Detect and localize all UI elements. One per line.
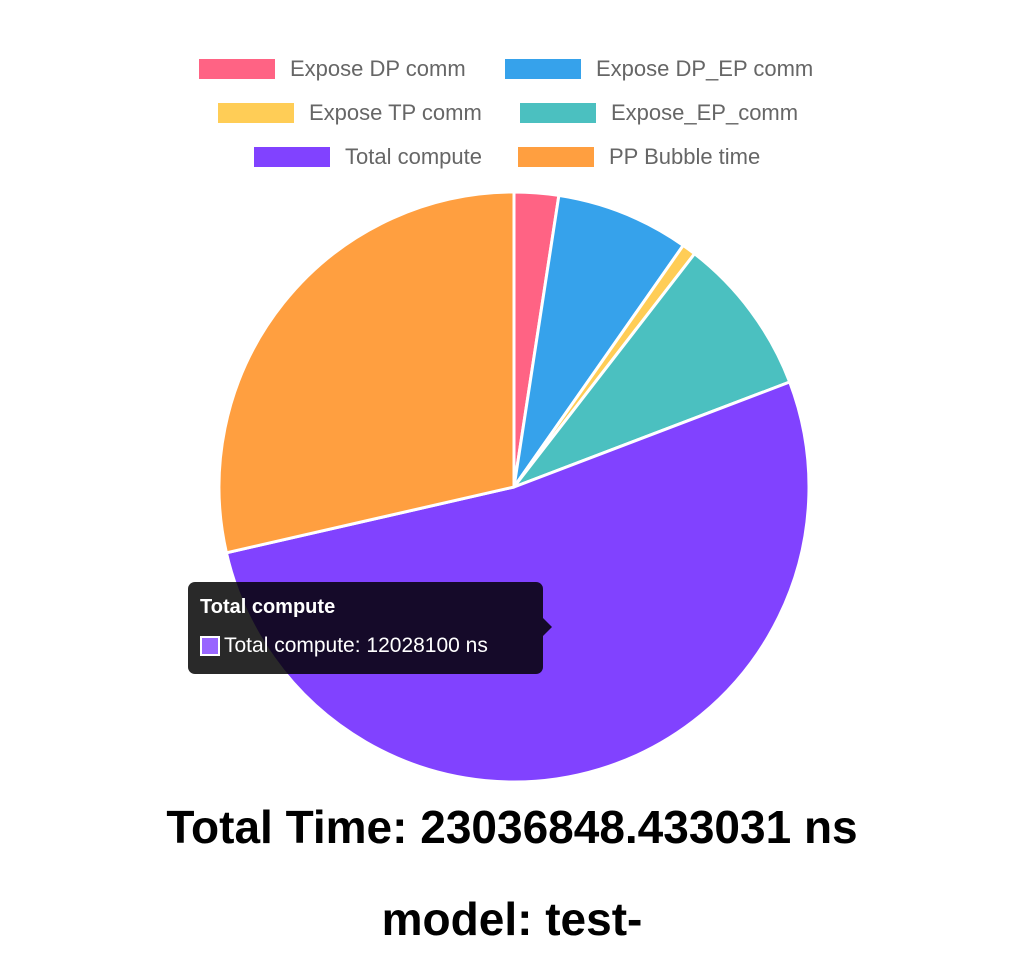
tooltip-value-text: Total compute: 12028100 ns (224, 634, 488, 657)
chart-tooltip: Total compute Total compute: 12028100 ns (188, 582, 552, 674)
legend-label: Expose DP comm (290, 56, 466, 81)
legend-swatch (518, 147, 594, 167)
total-time-label: Total Time: 23036848.433031 ns (166, 801, 858, 853)
legend-swatch (218, 103, 294, 123)
legend-swatch (505, 59, 581, 79)
pie-slice-expose-ep-comm[interactable] (512, 252, 792, 489)
legend-item-pp-bubble-time[interactable]: PP Bubble time (518, 144, 761, 169)
tooltip-row: Total compute: 12028100 ns (200, 634, 488, 658)
model-label: model: test- (381, 893, 643, 945)
legend-label: PP Bubble time (609, 144, 761, 169)
legend-item-expose-ep-comm[interactable]: Expose_EP_comm (520, 100, 799, 125)
tooltip-title: Total compute (200, 596, 336, 618)
legend-swatch (199, 59, 275, 79)
pie-slice-total-compute[interactable] (224, 380, 811, 784)
legend-item-total-compute[interactable]: Total compute (254, 144, 482, 169)
legend-item-expose-dp-ep-comm[interactable]: Expose DP_EP comm (505, 56, 814, 81)
tooltip-arrow (543, 618, 552, 636)
pie-slice-expose-dp-ep-comm[interactable] (512, 193, 685, 489)
legend-label: Expose TP comm (309, 100, 482, 125)
legend-swatch (254, 147, 330, 167)
legend-swatch (520, 103, 596, 123)
legend-item-expose-tp-comm[interactable]: Expose TP comm (218, 100, 482, 125)
legend-label: Expose_EP_comm (611, 100, 799, 125)
legend-item-expose-dp-comm[interactable]: Expose DP comm (199, 56, 466, 81)
legend-label: Expose DP_EP comm (596, 56, 814, 81)
tooltip-color-swatch (200, 636, 220, 656)
legend-label: Total compute (345, 144, 482, 169)
pie-slice-pp-bubble-time[interactable] (217, 190, 516, 555)
